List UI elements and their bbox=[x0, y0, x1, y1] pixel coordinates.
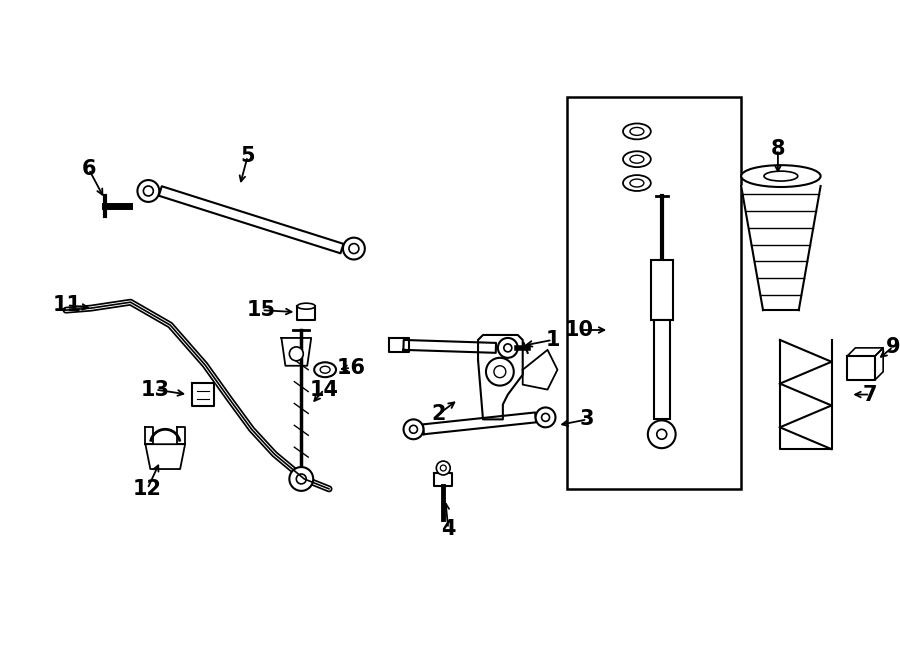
Ellipse shape bbox=[623, 151, 651, 167]
Circle shape bbox=[403, 419, 423, 439]
Text: 10: 10 bbox=[565, 320, 594, 340]
Circle shape bbox=[498, 338, 518, 358]
Circle shape bbox=[648, 420, 676, 448]
Polygon shape bbox=[158, 186, 344, 253]
Text: 8: 8 bbox=[770, 139, 785, 159]
Circle shape bbox=[536, 407, 555, 427]
Text: 1: 1 bbox=[545, 330, 560, 350]
Circle shape bbox=[486, 358, 514, 385]
Ellipse shape bbox=[623, 175, 651, 191]
Circle shape bbox=[436, 461, 450, 475]
Text: 11: 11 bbox=[52, 295, 81, 315]
Polygon shape bbox=[146, 427, 153, 444]
Text: 16: 16 bbox=[337, 358, 365, 377]
Ellipse shape bbox=[623, 124, 651, 139]
Polygon shape bbox=[389, 338, 409, 352]
Polygon shape bbox=[282, 338, 311, 366]
Text: 12: 12 bbox=[133, 479, 162, 499]
Polygon shape bbox=[146, 444, 185, 469]
Polygon shape bbox=[435, 473, 452, 486]
Circle shape bbox=[290, 467, 313, 491]
Ellipse shape bbox=[742, 165, 821, 187]
Text: 7: 7 bbox=[863, 385, 878, 405]
Polygon shape bbox=[848, 348, 883, 356]
Ellipse shape bbox=[314, 362, 336, 377]
Text: 5: 5 bbox=[240, 146, 255, 166]
Ellipse shape bbox=[764, 171, 797, 181]
Text: 14: 14 bbox=[310, 379, 338, 400]
Circle shape bbox=[138, 180, 159, 202]
Polygon shape bbox=[297, 306, 315, 320]
Text: 4: 4 bbox=[441, 519, 455, 539]
Polygon shape bbox=[423, 412, 536, 434]
Polygon shape bbox=[523, 350, 557, 389]
Polygon shape bbox=[848, 356, 875, 379]
Ellipse shape bbox=[297, 303, 315, 309]
Circle shape bbox=[290, 347, 303, 361]
Text: 9: 9 bbox=[886, 337, 900, 357]
Bar bbox=[567, 97, 742, 489]
Polygon shape bbox=[403, 340, 496, 353]
Text: 2: 2 bbox=[431, 405, 446, 424]
Polygon shape bbox=[177, 427, 185, 444]
Text: 13: 13 bbox=[140, 379, 170, 400]
Polygon shape bbox=[192, 383, 214, 407]
Polygon shape bbox=[742, 186, 821, 310]
Polygon shape bbox=[478, 335, 523, 419]
Text: 3: 3 bbox=[580, 409, 595, 430]
Bar bbox=[653, 320, 670, 419]
Circle shape bbox=[343, 238, 364, 260]
Bar bbox=[651, 260, 672, 320]
Text: 15: 15 bbox=[247, 300, 276, 320]
Text: 6: 6 bbox=[82, 159, 96, 179]
